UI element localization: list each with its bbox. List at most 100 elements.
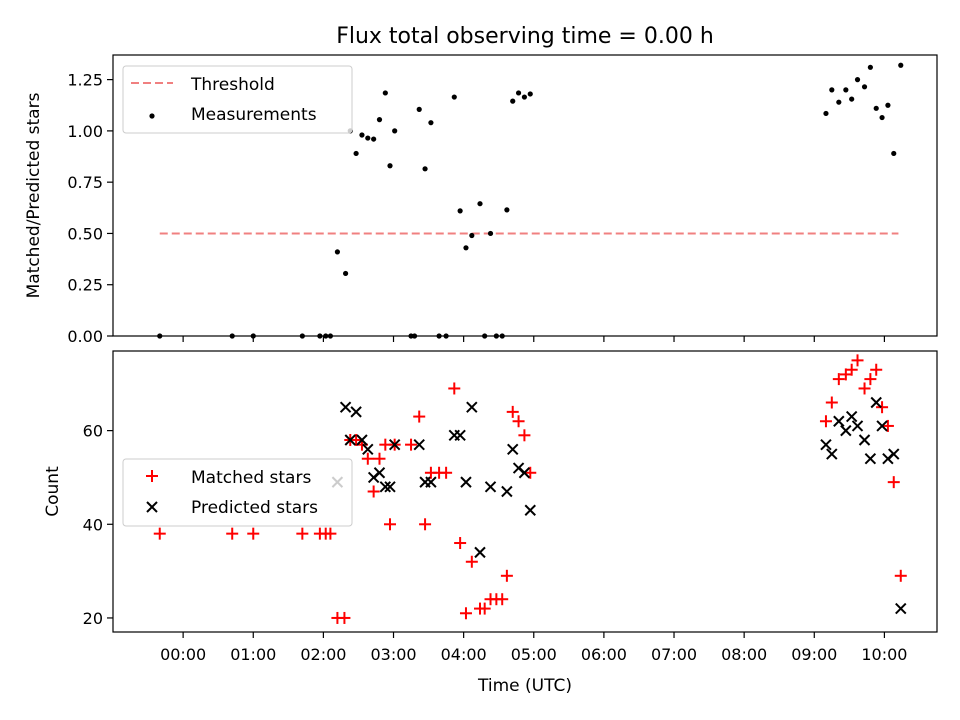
matched-star-marker	[226, 527, 239, 540]
predicted-star-marker	[388, 438, 401, 451]
marker-stroke	[413, 438, 425, 451]
matched-star-marker	[361, 452, 374, 465]
y-tick-label: 1.00	[67, 122, 103, 141]
marker-stroke	[350, 406, 362, 418]
matched-star-marker	[413, 410, 426, 423]
x-tick-label: 05:00	[511, 645, 557, 664]
marker-stroke	[840, 424, 852, 437]
measurement-point	[836, 99, 842, 105]
marker-stroke	[474, 546, 486, 559]
matched-star-marker	[864, 373, 877, 386]
legend-measurements-swatch	[149, 113, 155, 119]
measurement-point	[387, 163, 393, 169]
matched-star-marker	[512, 415, 525, 428]
x-tick-label: 10:00	[861, 645, 907, 664]
measurement-point	[843, 87, 849, 93]
predicted-star-marker	[840, 424, 852, 437]
marker-stroke	[379, 481, 392, 493]
predicted-star-marker	[356, 434, 368, 446]
predicted-star-marker	[845, 410, 858, 423]
y-tick-label: 20	[83, 609, 103, 628]
marker-stroke	[501, 485, 513, 498]
matched-star-marker	[324, 527, 337, 540]
measurement-point	[515, 90, 522, 96]
predicted-star-marker	[858, 434, 871, 446]
predicted-star-marker	[362, 443, 374, 456]
predicted-star-marker	[466, 401, 478, 413]
predicted-star-marker	[350, 406, 362, 418]
predicted-star-marker	[833, 415, 845, 427]
matched-star-marker	[373, 452, 386, 465]
x-tick-label: 06:00	[581, 645, 627, 664]
predicted-star-marker	[864, 453, 877, 465]
measurement-point	[504, 207, 510, 213]
measurement-point	[342, 270, 349, 277]
predicted-star-marker	[460, 476, 472, 488]
marker-stroke	[356, 434, 368, 446]
x-axis-label: Time (UTC)	[477, 676, 572, 696]
measurement-point	[829, 87, 835, 93]
predicted-star-marker	[524, 504, 536, 516]
measurement-point	[487, 230, 494, 237]
legend: Matched stars Predicted stars	[122, 458, 353, 527]
measurement-point	[451, 94, 457, 100]
marker-stroke	[895, 602, 907, 615]
matched-star-marker	[338, 611, 351, 624]
y-tick-label: 1.25	[67, 71, 103, 90]
measurement-point	[861, 84, 868, 90]
measurement-point	[849, 96, 855, 102]
matched-star-marker	[876, 401, 889, 414]
matched-star-marker	[894, 569, 907, 582]
x-tick-label: 08:00	[721, 645, 767, 664]
chart-title: Flux total observing time = 0.00 h	[336, 24, 714, 49]
matched-star-marker	[465, 555, 478, 568]
measurement-point	[891, 150, 897, 157]
matched-star-marker	[858, 382, 871, 395]
measurement-point	[469, 232, 475, 239]
marker-stroke	[339, 401, 352, 413]
predicted-star-marker	[870, 396, 882, 409]
measurement-point	[510, 98, 516, 104]
measurement-point	[463, 245, 469, 251]
predicted-star-marker	[820, 438, 832, 451]
predicted-star-marker	[518, 467, 531, 479]
measurement-point	[854, 77, 861, 83]
y-axis-label: Matched/Predicted stars	[24, 92, 44, 298]
x-tick-label: 00:00	[160, 645, 206, 664]
legend-predicted-swatch	[146, 501, 158, 513]
measurement-point	[365, 135, 371, 141]
measurement-point	[898, 62, 904, 68]
marker-stroke	[870, 396, 882, 409]
predicted-star-marker	[895, 602, 907, 615]
marker-stroke	[518, 467, 531, 479]
marker-stroke	[384, 481, 396, 493]
matched-star-marker	[440, 466, 453, 479]
matched-star-marker	[500, 569, 513, 582]
marker-stroke	[888, 448, 900, 460]
measurement-point	[867, 64, 873, 70]
legend-predicted-label: Predicted stars	[191, 498, 318, 518]
predicted-star-marker	[344, 434, 356, 446]
measurement-point	[376, 117, 383, 123]
marker-stroke	[344, 434, 356, 446]
marker-stroke	[425, 476, 437, 488]
y-axis-label: Count	[43, 466, 63, 517]
measurement-point	[477, 201, 483, 207]
legend: Threshold Measurements	[122, 65, 353, 134]
marker-stroke	[851, 420, 864, 432]
matched-star-marker	[825, 396, 838, 409]
measurement-point	[359, 132, 365, 138]
predicted-star-marker	[454, 429, 466, 442]
marker-stroke	[507, 443, 519, 456]
measurement-point	[371, 136, 377, 142]
marker-stroke	[524, 504, 536, 516]
legend-matched-label: Matched stars	[191, 468, 311, 488]
marker-stroke	[388, 438, 401, 451]
predicted-star-marker	[425, 476, 437, 488]
matched-star-marker	[405, 438, 418, 451]
x-tick-label: 09:00	[791, 645, 837, 664]
measurement-point	[334, 249, 341, 255]
marker-stroke	[858, 434, 871, 446]
measurement-point	[428, 120, 434, 126]
measurement-point	[422, 166, 428, 172]
